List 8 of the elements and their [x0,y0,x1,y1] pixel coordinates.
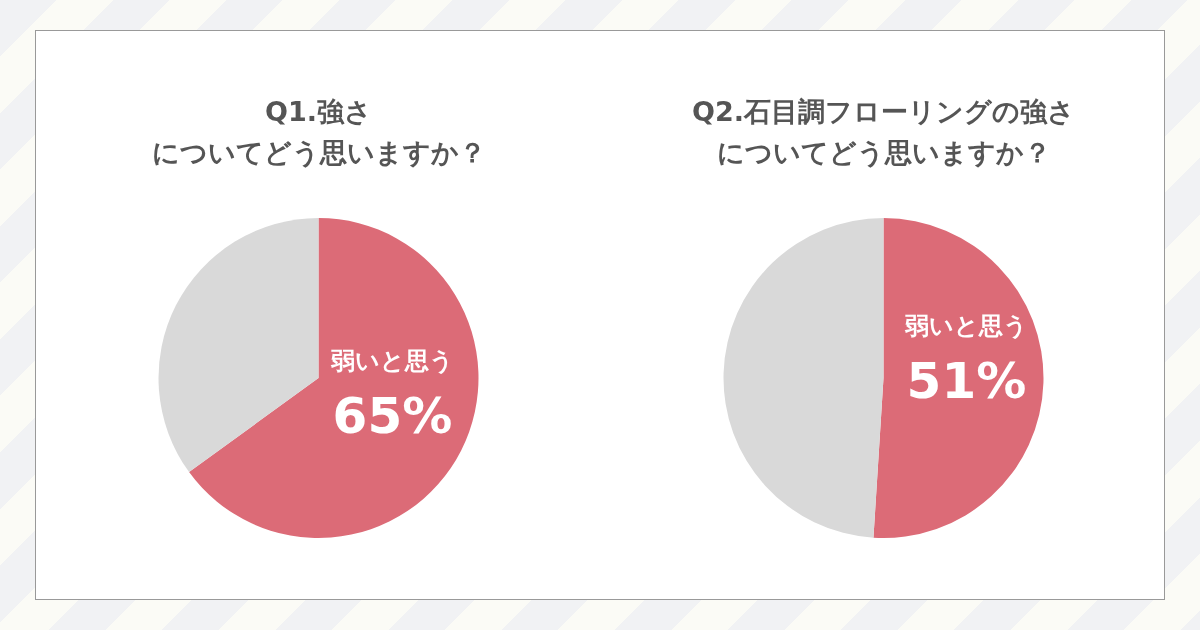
slice-label: 弱いと思う [903,311,1028,340]
chart-title: Q1.強さ [265,96,372,127]
chart-subtitle: についてどう思いますか？ [716,137,1051,168]
data-label: 65% [332,386,453,445]
chart-subtitle: についてどう思いますか？ [151,137,486,168]
chart-title: Q2.石目調フローリングの強さ [692,96,1075,127]
slice-label: 弱いと思う [329,346,454,375]
data-label: 51% [906,351,1027,410]
